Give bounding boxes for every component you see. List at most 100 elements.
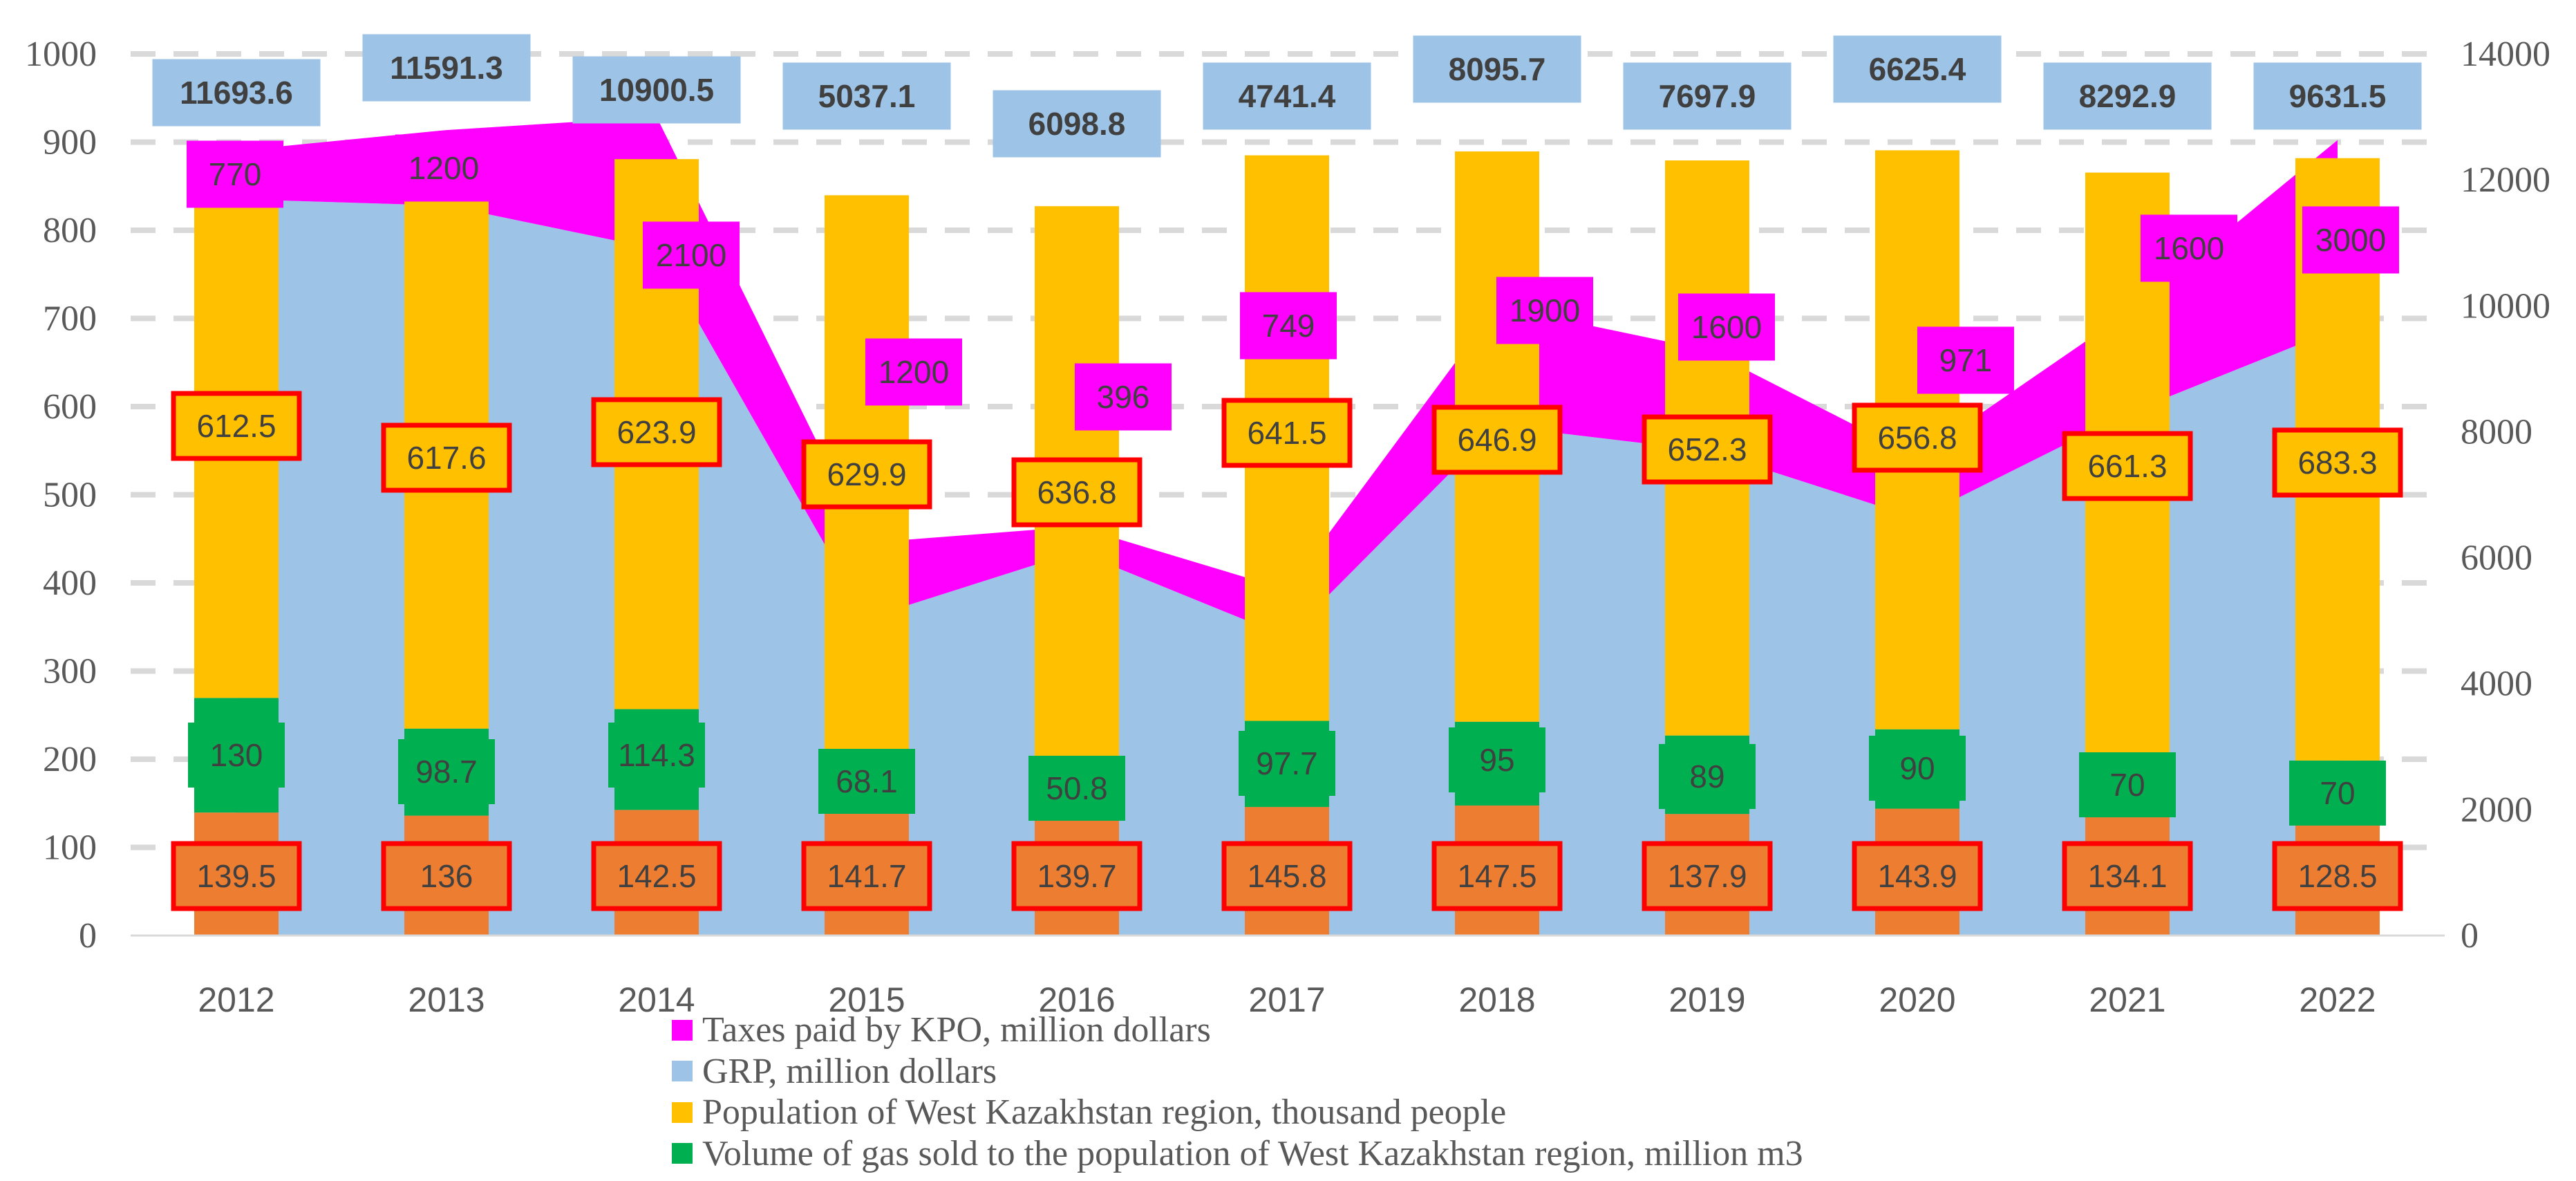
- population-data-label-box: [381, 422, 512, 493]
- gas-data-label: 89: [1659, 744, 1756, 809]
- taxes-data-label-box: [1240, 292, 1337, 360]
- gas-data-label: 114.3: [608, 723, 705, 788]
- population-data-label-text: 656.8: [1877, 420, 1957, 456]
- legend-item: Taxes paid by KPO, million dollars: [672, 1010, 1803, 1051]
- gas-data-label: 95: [1449, 727, 1545, 792]
- gas-data-label-box: [608, 723, 705, 788]
- orange-data-label-text: 139.5: [196, 858, 276, 894]
- orange-data-label: 145.8: [1221, 841, 1353, 911]
- right-axis-tick-label: 14000: [2461, 35, 2550, 74]
- grp-data-label-text: 9631.5: [2289, 78, 2387, 114]
- left-axis-tick-label: 0: [79, 916, 97, 956]
- orange-data-label: 139.5: [171, 841, 302, 911]
- data-labels: 11693.6 11591.3 10900.5 5037.1 6098.8 4741.4 8…: [152, 34, 2422, 911]
- taxes-data-label-text: 2100: [656, 237, 726, 273]
- taxes-data-label-box: [1496, 277, 1593, 344]
- orange-data-label-box: [1011, 841, 1143, 911]
- gas-data-label-text: 130: [210, 737, 263, 773]
- taxes-data-label: 396: [1075, 363, 1172, 431]
- taxes-data-label-box: [643, 221, 740, 289]
- orange-data-label-box: [1852, 841, 1983, 911]
- orange-data-label-box: [591, 841, 722, 911]
- population-data-label: 661.3: [2062, 431, 2193, 501]
- taxes-data-label: 1900: [1496, 277, 1593, 344]
- grp-data-label: 11693.6: [152, 59, 321, 127]
- population-data-label: 683.3: [2272, 427, 2403, 498]
- left-axis-tick-label: 200: [43, 740, 97, 779]
- grp-data-label-text: 7697.9: [1659, 78, 1756, 114]
- grp-data-label: 5037.1: [782, 62, 951, 130]
- taxes-data-label-text: 1200: [408, 150, 479, 186]
- left-axis-tick-label: 100: [43, 828, 97, 868]
- gas-data-label: 70: [2079, 752, 2176, 817]
- population-data-label-text: 623.9: [617, 414, 696, 450]
- legend-label: Volume of gas sold to the population of …: [702, 1133, 1803, 1173]
- orange-data-label-box: [1221, 841, 1353, 911]
- right-axis-tick-label: 2000: [2461, 790, 2532, 830]
- x-axis-tick-label: 2013: [408, 980, 485, 1019]
- grp-data-label-box: [152, 59, 321, 127]
- population-data-label: 623.9: [591, 397, 722, 467]
- population-data-label-box: [1642, 414, 1773, 485]
- gas-data-label-text: 50.8: [1046, 770, 1108, 806]
- taxes-data-label-box: [2302, 206, 2399, 274]
- legend: Taxes paid by KPO, million dollars GRP, m…: [672, 1010, 1803, 1174]
- orange-data-label: 136: [381, 841, 512, 911]
- orange-data-label-text: 134.1: [2087, 858, 2167, 894]
- gas-data-label-box: [1239, 731, 1335, 796]
- gas-data-label-box: [818, 749, 915, 814]
- taxes-data-label: 1600: [2141, 214, 2237, 282]
- grp-data-label: 10900.5: [572, 56, 741, 124]
- population-data-label-text: 683.3: [2297, 445, 2377, 481]
- legend-swatch-icon: [672, 1019, 693, 1041]
- grp-data-label-box: [572, 56, 741, 124]
- population-data-label: 656.8: [1852, 402, 1983, 473]
- x-axis-tick-label: 2021: [2089, 980, 2165, 1019]
- orange-data-label: 142.5: [591, 841, 722, 911]
- gas-data-label-box: [2289, 761, 2386, 826]
- x-axis-tick-label: 2016: [1038, 980, 1115, 1019]
- taxes-data-label: 971: [1917, 326, 2014, 394]
- taxes-data-label-box: [1917, 326, 2014, 394]
- grp-data-label-text: 11693.6: [180, 75, 293, 111]
- left-axis-tick-label: 300: [43, 652, 97, 691]
- population-data-label: 629.9: [801, 439, 932, 510]
- population-data-label: 612.5: [171, 391, 302, 461]
- gas-data-label: 70: [2289, 761, 2386, 826]
- taxes-data-label-box: [395, 134, 492, 202]
- taxes-data-label-box: [187, 140, 283, 208]
- grp-data-label: 11591.3: [362, 34, 531, 102]
- gas-data-label-text: 97.7: [1256, 745, 1318, 781]
- orange-data-label: 134.1: [2062, 841, 2193, 911]
- gas-data-label-box: [1869, 736, 1966, 801]
- taxes-data-label: 770: [187, 140, 283, 208]
- gas-data-label: 50.8: [1028, 756, 1125, 821]
- orange-data-label-text: 137.9: [1667, 858, 1747, 894]
- population-data-label: 646.9: [1431, 404, 1563, 475]
- orange-data-label: 143.9: [1852, 841, 1983, 911]
- axes: 0100200300400500600700800900100002000400…: [25, 35, 2550, 1019]
- grp-data-label: 6625.4: [1833, 35, 2002, 103]
- x-axis-tick-label: 2014: [618, 980, 695, 1019]
- population-data-label-text: 661.3: [2087, 448, 2167, 484]
- gas-data-label-text: 70: [2109, 767, 2145, 803]
- x-axis-tick-label: 2017: [1248, 980, 1325, 1019]
- population-data-label: 617.6: [381, 422, 512, 493]
- orange-data-label: 147.5: [1431, 841, 1563, 911]
- right-axis-tick-label: 12000: [2461, 160, 2550, 200]
- taxes-data-label-text: 1200: [878, 354, 949, 390]
- gas-data-label-text: 95: [1479, 742, 1514, 778]
- gas-data-label-box: [398, 739, 495, 804]
- gas-data-label-text: 70: [2320, 775, 2355, 811]
- orange-data-label: 137.9: [1642, 841, 1773, 911]
- population-data-label-box: [1011, 457, 1143, 528]
- orange-data-label: 139.7: [1011, 841, 1143, 911]
- grp-data-label: 9631.5: [2253, 62, 2422, 130]
- taxes-data-label: 1600: [1678, 293, 1775, 361]
- left-axis-tick-label: 400: [43, 564, 97, 603]
- gas-data-label: 98.7: [398, 739, 495, 804]
- grp-data-label-text: 8292.9: [2079, 78, 2177, 114]
- population-data-label-box: [2272, 427, 2403, 498]
- population-data-label: 641.5: [1221, 398, 1353, 468]
- population-data-label-box: [1852, 402, 1983, 473]
